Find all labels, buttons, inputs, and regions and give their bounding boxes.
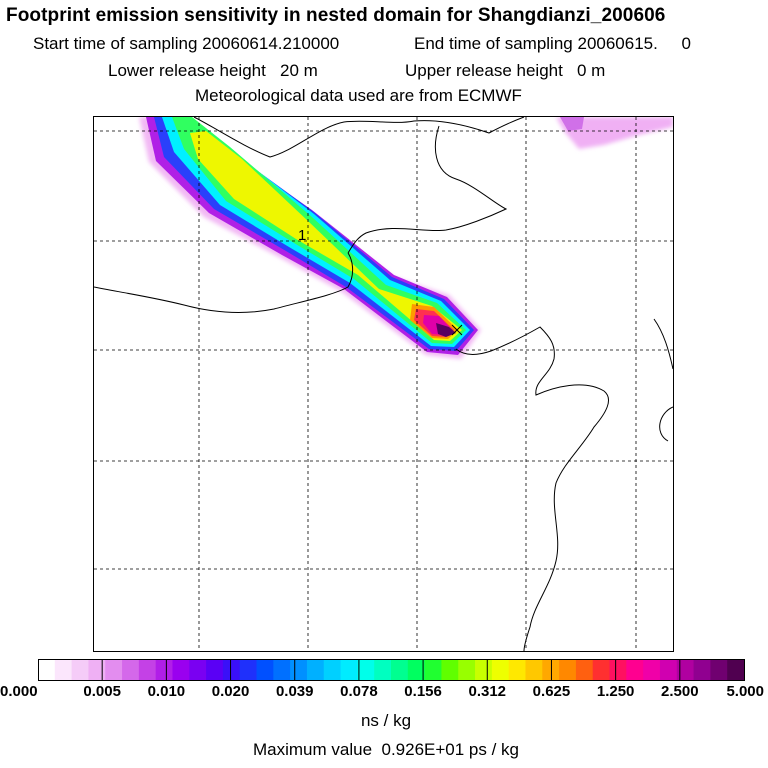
- colorbar-cell: [290, 659, 308, 681]
- coastlines: [94, 117, 673, 651]
- upper-label: Upper release height: [405, 61, 563, 80]
- start-label: Start time of sampling: [33, 34, 198, 53]
- max-value: 0.926E+01 ps / kg: [381, 740, 520, 759]
- plume-field: [139, 117, 673, 359]
- start-value: 20060614.210000: [202, 34, 340, 53]
- colorbar-frame: [38, 659, 745, 681]
- colorbar-tick-label: 0.010: [147, 683, 186, 700]
- colorbar-cell: [189, 659, 207, 681]
- colorbar-major-ticks: [101, 659, 681, 681]
- coastline-peninsula: [455, 326, 609, 651]
- colorbar-cell: [38, 659, 56, 681]
- colorbar-cell: [273, 659, 291, 681]
- coastline-east: [653, 318, 673, 442]
- colorbar-cell: [206, 659, 224, 681]
- sampling-start: Start time of sampling 20060614.210000: [33, 34, 339, 54]
- upper-value: 0 m: [577, 61, 606, 80]
- colorbar-cell: [391, 659, 409, 681]
- release-lower: Lower release height 20 m: [108, 61, 318, 81]
- plume-ne-tail: [556, 117, 673, 149]
- colorbar-cell: [357, 659, 375, 681]
- release-location-label: 1: [298, 227, 306, 244]
- colorbar-cell: [340, 659, 358, 681]
- grid-lines: [94, 117, 673, 651]
- colorbar-cell: [122, 659, 140, 681]
- colorbar-cell: [659, 659, 678, 681]
- colorbar-cell: [374, 659, 392, 681]
- colorbar-cell: [54, 659, 73, 681]
- plume-ne-tail-core: [560, 117, 584, 131]
- end-label: End time of sampling: [414, 34, 573, 53]
- colorbar-cell: [458, 659, 476, 681]
- coastline-bay: [347, 125, 508, 254]
- colorbar-tick-label: 0.156: [404, 683, 442, 700]
- colorbar-tick-label: 0.039: [275, 683, 314, 700]
- colorbar-cell: [643, 659, 661, 681]
- colorbar-cell: [155, 659, 174, 681]
- colorbar-cell: [609, 659, 627, 681]
- colorbar-tick-label: 0.005: [83, 683, 121, 700]
- colorbar-tick-label: 0.312: [468, 683, 507, 700]
- plot-title: Footprint emission sensitivity in nested…: [6, 5, 666, 26]
- colorbar-tick-label: 2.500: [661, 683, 699, 700]
- colorbar-cell: [693, 659, 711, 681]
- colorbar-cell: [710, 659, 728, 681]
- colorbar-cell: [491, 659, 510, 681]
- colorbar-cell: [222, 659, 241, 681]
- max-label: Maximum value: [252, 740, 373, 759]
- colorbar-cell: [559, 659, 577, 681]
- plume-core: [436, 323, 456, 337]
- end-value: 20060615. 0: [577, 34, 691, 53]
- lower-label: Lower release height: [108, 61, 266, 80]
- colorbar: [38, 659, 745, 681]
- colorbar-cell: [88, 659, 106, 681]
- maximum-value: Maximum value 0.926E+01 ps / kg: [0, 740, 768, 760]
- colorbar-cell: [676, 659, 695, 681]
- plume-yellow: [190, 131, 462, 341]
- colorbar-tick-label: 0.078: [340, 683, 378, 700]
- colorbar-cell: [172, 659, 190, 681]
- colorbar-tick-label: 0.625: [532, 683, 571, 700]
- colorbar-cell: [256, 659, 274, 681]
- receptor-cross-b: [451, 324, 463, 336]
- colorbar-tick-label: 5.000: [726, 683, 764, 700]
- colorbar-cell: [407, 659, 426, 681]
- colorbar-cell: [475, 659, 493, 681]
- colorbar-cell: [727, 659, 745, 681]
- met-data-note: Meteorological data used are from ECMWF: [195, 86, 522, 105]
- colorbar-cell: [138, 659, 157, 681]
- colorbar-cell: [441, 659, 459, 681]
- map-canvas: 1: [94, 117, 673, 651]
- colorbar-cell: [105, 659, 123, 681]
- colorbar-tick-label: 0.020: [211, 683, 250, 700]
- sampling-end: End time of sampling 20060615. 0: [414, 34, 691, 54]
- colorbar-cell: [575, 659, 594, 681]
- footprint-map: 1: [93, 116, 674, 652]
- colorbar-cell: [592, 659, 611, 681]
- coastline-north: [193, 117, 525, 158]
- receptor-marker: [451, 324, 463, 336]
- colorbar-cells: [38, 659, 745, 681]
- colorbar-tick-label: 0.000: [0, 683, 38, 700]
- release-upper: Upper release height 0 m: [405, 61, 605, 81]
- colorbar-cell: [424, 659, 443, 681]
- colorbar-cell: [508, 659, 527, 681]
- colorbar-cell: [239, 659, 258, 681]
- coastline-west-bay: [94, 252, 354, 313]
- colorbar-cell: [626, 659, 644, 681]
- colorbar-cell: [71, 659, 90, 681]
- colorbar-cell: [525, 659, 543, 681]
- colorbar-units: ns / kg: [360, 711, 412, 730]
- lower-value: 20 m: [280, 61, 318, 80]
- colorbar-cell: [323, 659, 342, 681]
- colorbar-tick-label: 1.250: [596, 683, 635, 700]
- colorbar-cell: [306, 659, 325, 681]
